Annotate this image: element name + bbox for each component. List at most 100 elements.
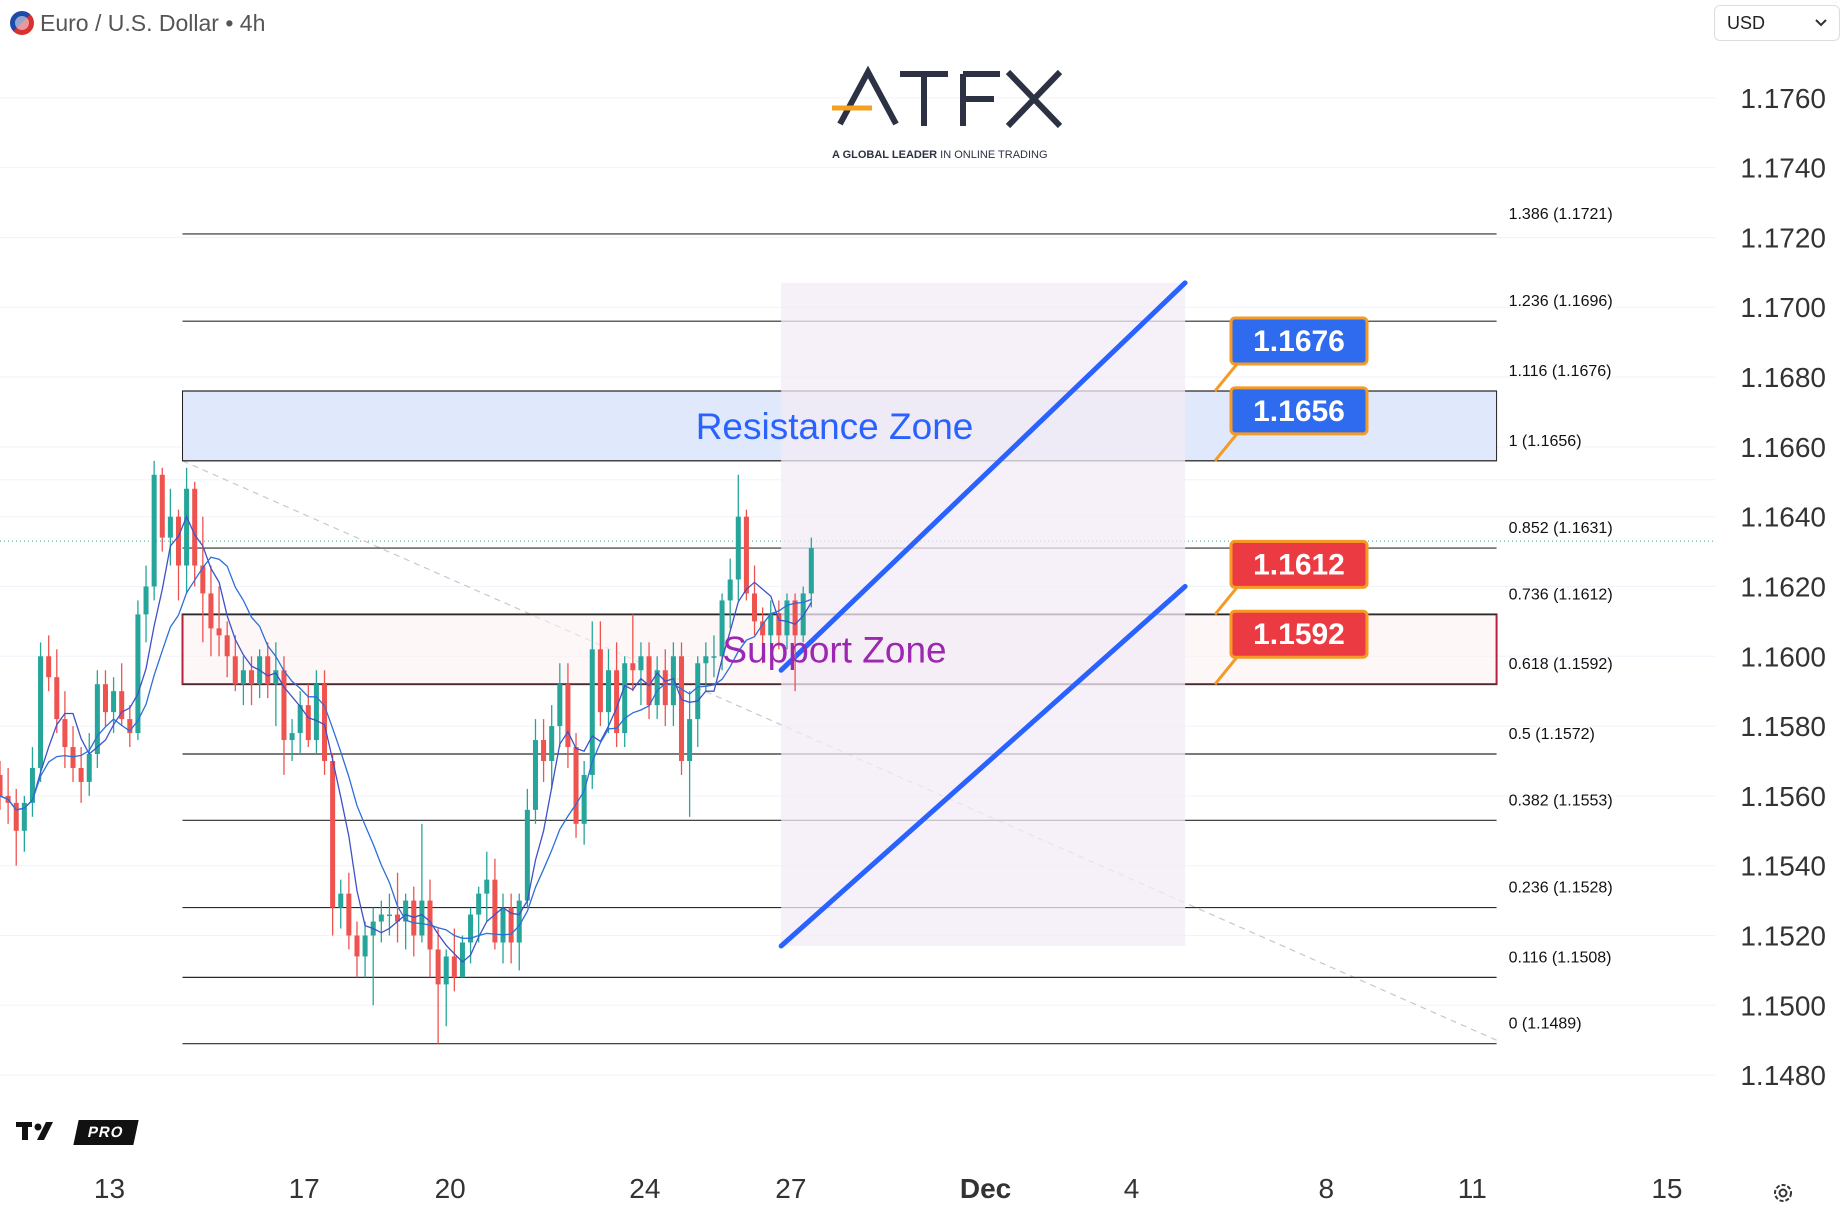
candle-body xyxy=(703,656,709,664)
candle-body xyxy=(78,767,84,782)
candle-body xyxy=(760,621,766,636)
candle-body xyxy=(281,670,287,741)
candle-body xyxy=(524,809,530,901)
fib-label: 0.236 (1.1528) xyxy=(1509,880,1613,897)
candle-body xyxy=(111,691,117,713)
resistance-zone-label: Resistance Zone xyxy=(696,406,974,447)
candle-body xyxy=(395,914,401,922)
fib-label: 1.236 (1.1696) xyxy=(1509,293,1613,310)
candle-body xyxy=(240,670,246,685)
gear-icon[interactable] xyxy=(1771,1181,1795,1205)
candle-body xyxy=(127,719,133,734)
price-tick-label: 1.1580 xyxy=(1740,711,1826,742)
candle-body xyxy=(451,956,457,978)
svg-text:A GLOBAL LEADER IN ONLINE TRAD: A GLOBAL LEADER IN ONLINE TRADING xyxy=(832,149,1048,161)
symbol-header[interactable]: Euro / U.S. Dollar • 4h xyxy=(10,8,265,38)
candle-body xyxy=(248,670,255,685)
candle-body xyxy=(102,684,108,713)
candle-body xyxy=(654,670,660,706)
candle-body xyxy=(678,656,685,761)
rising-channel xyxy=(778,280,1188,949)
candle-body xyxy=(224,635,230,657)
price-tick-label: 1.1620 xyxy=(1740,571,1826,602)
price-labels: 1.1676 1.1656 1.1612 1.1592 xyxy=(1213,316,1369,686)
price-label-connector xyxy=(1213,432,1239,462)
fib-label: 0.116 (1.1508) xyxy=(1509,949,1612,966)
currency-selector[interactable]: USD xyxy=(1714,5,1840,41)
fib-label: 0.736 (1.1612) xyxy=(1509,586,1613,603)
candle-body xyxy=(557,684,563,727)
candle-body xyxy=(743,516,749,594)
candle-body xyxy=(492,879,498,943)
time-tick-label: 8 xyxy=(1318,1173,1334,1204)
candle-body xyxy=(662,670,668,706)
price-label-connector xyxy=(1213,586,1239,616)
atfx-wordmark xyxy=(832,65,1063,129)
time-tick-label: 17 xyxy=(289,1173,320,1204)
currency-value: USD xyxy=(1727,12,1766,33)
symbol-title: Euro / U.S. Dollar • 4h xyxy=(40,9,266,36)
candle-body xyxy=(362,935,368,957)
time-tick-label: 24 xyxy=(629,1173,660,1204)
candle-body xyxy=(94,684,100,755)
price-tick-label: 1.1700 xyxy=(1740,292,1826,323)
fib-label: 1.116 (1.1676) xyxy=(1509,363,1612,380)
price-tick-label: 1.1500 xyxy=(1740,990,1826,1021)
candle-body xyxy=(752,593,758,622)
candle-body xyxy=(313,684,319,741)
time-axis[interactable]: 13 17 20 24 27 Dec 4 8 11 15 xyxy=(94,1173,1683,1204)
candle-body xyxy=(119,691,125,720)
candle-body xyxy=(297,705,303,734)
candle-body xyxy=(192,488,198,566)
ma-slow-line xyxy=(0,556,812,939)
price-label-connector xyxy=(1213,656,1239,686)
candle-body xyxy=(638,656,644,671)
price-tick-label: 1.1680 xyxy=(1740,362,1826,393)
candle-body xyxy=(378,914,384,922)
candle-body xyxy=(386,914,392,917)
price-tick-label: 1.1540 xyxy=(1740,851,1826,882)
fib-label: 1 (1.1656) xyxy=(1509,433,1582,450)
eur-usd-flag-icon xyxy=(10,11,34,35)
candle-body xyxy=(581,774,587,824)
candle-body xyxy=(605,670,612,713)
fib-label: 0.852 (1.1631) xyxy=(1509,520,1613,537)
candle-body xyxy=(435,949,441,985)
candle-body xyxy=(768,614,774,636)
tradingview-badge[interactable]: PRO xyxy=(16,1115,139,1150)
pro-badge: PRO xyxy=(73,1120,139,1145)
candle-body xyxy=(346,893,352,936)
time-tick-label: 27 xyxy=(775,1173,806,1204)
candle-body xyxy=(0,774,3,796)
candle-body xyxy=(508,907,514,943)
candle-body xyxy=(330,760,336,908)
candle-body xyxy=(484,879,490,894)
price-tick-label: 1.1560 xyxy=(1740,781,1826,812)
candle-body xyxy=(151,474,157,587)
candle-body xyxy=(338,893,344,908)
price-axis[interactable]: 1.1760 1.1740 1.1720 1.1700 1.1680 1.1660 1.16… xyxy=(1740,83,1826,1091)
price-tick-label: 1.1480 xyxy=(1740,1060,1826,1091)
fib-label: 0 (1.1489) xyxy=(1509,1016,1582,1033)
channel-shade xyxy=(781,282,1186,946)
candle-body xyxy=(549,726,555,761)
candle-body xyxy=(46,656,52,678)
candle-body xyxy=(403,900,409,922)
candle-body xyxy=(500,907,506,943)
channel-upper-line xyxy=(778,280,1188,673)
candle-body xyxy=(532,740,538,810)
candle-body xyxy=(322,684,328,761)
price-label-box xyxy=(1229,609,1369,659)
channel-lower-line xyxy=(778,583,1188,949)
candle-body xyxy=(630,663,636,671)
candle-body xyxy=(735,516,741,580)
candle-body xyxy=(38,656,44,768)
candle-body xyxy=(800,593,806,636)
candle-body xyxy=(265,656,271,685)
price-label-box xyxy=(1229,316,1369,366)
support-zone-label: Support Zone xyxy=(722,629,946,670)
candle-body xyxy=(289,733,295,741)
candle-body xyxy=(719,600,725,657)
candle-body xyxy=(443,956,449,985)
